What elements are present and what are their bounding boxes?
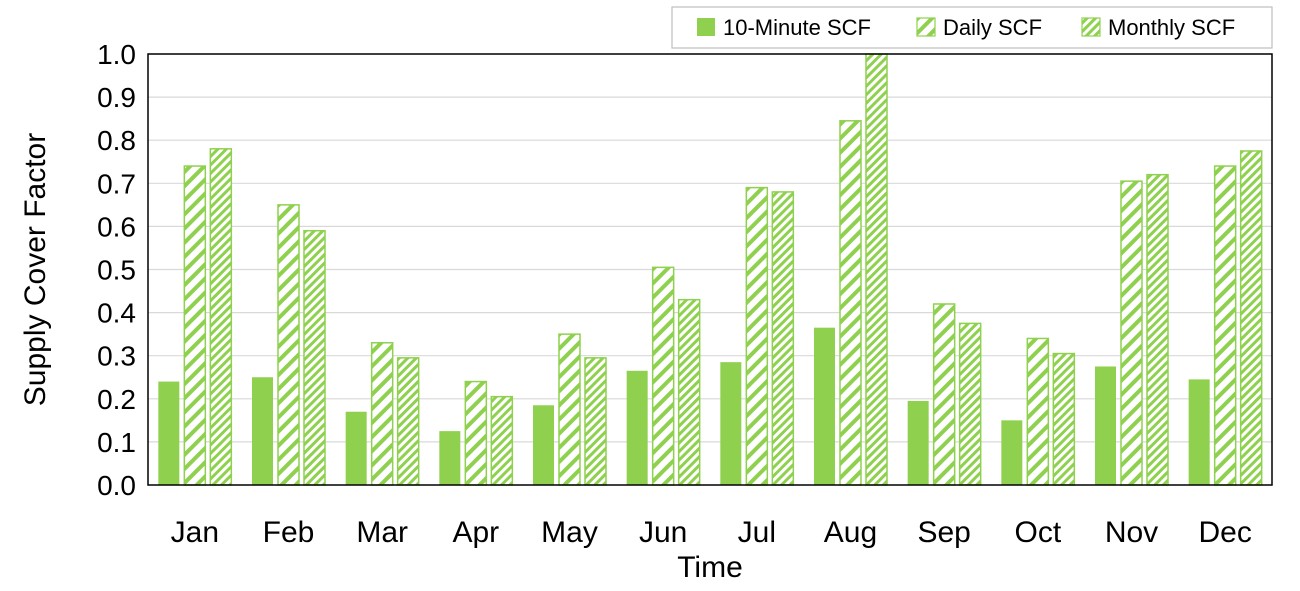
bar-10-minute-scf-dec [1188,379,1210,485]
bar-daily-scf-dec [1213,165,1237,486]
legend-swatch [1081,17,1101,37]
bar-monthly-scf-may [584,357,607,486]
plot-frame [147,53,1273,486]
bar-daily-scf-jan [183,165,207,486]
y-tick-label: 0.3 [97,341,136,372]
bar-monthly-scf-sep [958,322,982,486]
bar-10-minute-scf-oct [1001,420,1023,485]
y-tick-label: 0.6 [97,211,136,242]
bar-10-minute-scf-feb [252,377,273,485]
legend-swatch [697,18,715,36]
bar-daily-scf-apr [464,380,488,486]
bar-monthly-scf-feb [303,229,326,486]
bar-daily-scf-feb [277,204,300,486]
x-tick-label: Jul [738,516,776,549]
bars [158,53,1263,486]
bar-10-minute-scf-mar [345,411,367,485]
bar-daily-scf-mar [370,342,394,486]
x-tick-label: Apr [452,516,499,549]
x-tick-label: Aug [824,516,877,549]
y-tick-label: 0.4 [97,298,136,329]
bar-monthly-scf-dec [1239,150,1263,486]
x-tick-label: Feb [263,516,315,549]
bar-10-minute-scf-aug [814,327,835,485]
y-axis-title: Supply Cover Factor [19,133,52,406]
x-tick-label: Dec [1198,516,1251,549]
bar-daily-scf-jun [651,266,675,486]
x-tick-label: Oct [1014,516,1061,549]
legend-box [671,6,1273,49]
x-tick-labels: Jan Feb Mar Apr May Jun Jul Aug Sep Oct Nov Dec [171,516,1252,549]
y-tick-label: 1.0 [97,39,136,70]
bar-monthly-scf-apr [490,395,514,486]
y-tick-label: 0.5 [97,255,136,286]
x-tick-label: May [541,516,598,549]
y-tick-labels: 0.0 0.1 0.2 0.3 0.4 0.5 0.6 0.7 0.8 0.9 1.0 [97,39,136,501]
bar-daily-scf-jul [745,186,769,486]
x-tick-label: Jun [639,516,687,549]
bar-10-minute-scf-jun [626,370,648,485]
x-axis-title: Time [677,551,743,584]
bar-10-minute-scf-may [533,405,554,485]
legend: 10-Minute SCF Daily SCF Monthly SCF [671,6,1273,49]
bar-daily-scf-may [558,333,581,486]
y-tick-label: 0.2 [97,384,136,415]
x-tick-label: Sep [917,516,970,549]
legend-swatch [916,17,936,37]
bar-daily-scf-oct [1026,337,1050,486]
bar-10-minute-scf-sep [907,400,929,485]
bar-10-minute-scf-apr [439,431,461,485]
bar-daily-scf-nov [1120,180,1143,486]
bar-10-minute-scf-jan [158,381,180,485]
y-tick-label: 0.8 [97,125,136,156]
legend-label: Monthly SCF [1108,15,1235,40]
y-tick-label: 0.1 [97,427,136,458]
x-tick-label: Mar [356,516,408,549]
bar-monthly-scf-jun [677,298,701,486]
bar-10-minute-scf-nov [1095,366,1116,485]
bar-monthly-scf-oct [1052,352,1076,486]
bar-monthly-scf-aug [865,53,888,486]
legend-label: Daily SCF [943,15,1042,40]
legend-label: 10-Minute SCF [723,15,871,40]
axes [147,53,1273,486]
x-tick-label: Jan [171,516,219,549]
bar-monthly-scf-jan [209,148,233,486]
y-tick-label: 0.7 [97,168,136,199]
bar-daily-scf-sep [932,303,956,486]
x-tick-label: Nov [1105,516,1158,549]
y-tick-label: 0.9 [97,82,136,113]
bar-monthly-scf-nov [1146,173,1169,486]
bar-monthly-scf-jul [771,191,795,486]
bar-10-minute-scf-jul [720,362,742,485]
bar-daily-scf-aug [839,120,862,486]
y-tick-label: 0.0 [97,470,136,501]
bar-monthly-scf-mar [396,357,420,486]
